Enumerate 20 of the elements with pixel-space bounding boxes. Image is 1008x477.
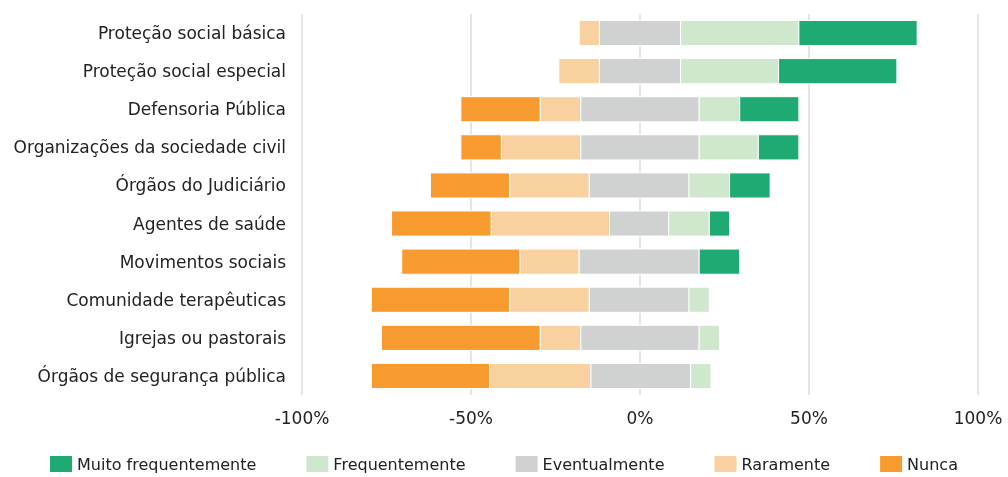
y-tick-label: Defensoria Pública [127,99,286,120]
y-tick-label: Proteção social básica [97,23,286,44]
y-tick-label: Organizações da sociedade civil [13,137,286,158]
x-tick-label: 50% [790,407,828,428]
y-tick-label: Agentes de saúde [133,213,286,234]
legend-label: Eventualmente [542,454,665,474]
legend-label: Muito frequentemente [77,454,257,474]
legend-label: Raramente [741,454,831,474]
y-tick-label: Movimentos sociais [119,251,287,272]
x-tick-label: 100% [953,407,1003,428]
y-tick-label: Igrejas ou pastorais [119,327,287,348]
y-tick-label: Comunidade terapêuticas [66,289,287,310]
legend-label: Nunca [907,454,958,474]
y-tick-label: Proteção social especial [82,61,286,82]
legend-label: Frequentemente [333,454,466,474]
x-tick-label: -100% [274,407,330,428]
y-tick-label: Órgãos de segurança pública [37,364,286,386]
x-tick-label: 0% [626,407,654,428]
y-tick-label: Órgãos do Judiciário [115,174,286,196]
x-tick-label: -50% [449,407,493,428]
